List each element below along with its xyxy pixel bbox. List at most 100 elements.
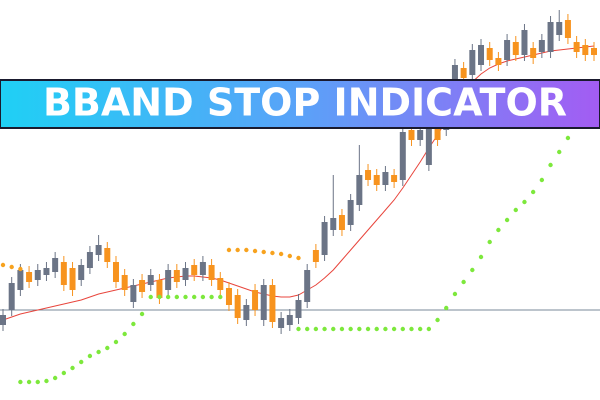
stop-dot (139, 311, 145, 317)
stop-dot (96, 349, 101, 355)
stop-dot (226, 247, 232, 253)
candle-body (295, 300, 302, 318)
stop-dot (470, 267, 475, 273)
stop-dot (18, 266, 23, 272)
candle-body (486, 48, 493, 60)
stop-dot (539, 177, 545, 183)
stop-dot (444, 305, 449, 311)
candle-body (69, 268, 76, 290)
candle-body (521, 30, 528, 55)
stop-dot (174, 294, 180, 300)
candle-body (304, 270, 311, 302)
stop-dot (461, 279, 466, 285)
stop-dot (9, 264, 14, 270)
candle-body (173, 270, 180, 282)
candle-body (252, 290, 259, 310)
candle-body (139, 280, 146, 292)
stop-dot (548, 162, 553, 168)
candle-body (408, 130, 415, 140)
stop-dot (417, 326, 423, 332)
stop-dot (218, 294, 223, 300)
stop-dot (52, 375, 58, 381)
stop-dot (270, 250, 275, 256)
candle-body (225, 288, 232, 305)
candle-body (373, 175, 380, 185)
candle-body (34, 270, 41, 280)
candle-body (156, 280, 163, 298)
stop-dot (235, 247, 240, 253)
stop-dot (487, 239, 492, 245)
stop-dot (478, 254, 484, 260)
candle-body (365, 170, 372, 180)
stop-dot (391, 326, 397, 332)
stop-dot (105, 345, 110, 351)
stop-dot (296, 326, 301, 332)
candle-body (495, 58, 502, 65)
stop-dot (122, 331, 127, 337)
candle-body (269, 285, 276, 322)
candle-body (547, 22, 554, 52)
candle-body (312, 250, 319, 262)
candle-body (582, 45, 589, 55)
stop-dot (557, 149, 562, 155)
candle-body (112, 262, 119, 282)
candle-body (573, 42, 580, 52)
stop-dot (357, 326, 362, 332)
stop-dot (148, 294, 153, 300)
candle-body (17, 270, 24, 290)
stop-dot (183, 294, 188, 300)
candle-body (564, 20, 571, 38)
candle-body (52, 258, 59, 272)
stop-dot (452, 291, 458, 297)
candle-body (591, 48, 597, 55)
stop-dot (426, 326, 432, 332)
candle-body (330, 218, 337, 230)
stop-dot (252, 248, 258, 254)
stop-dot (313, 326, 319, 332)
stop-dot (192, 294, 197, 300)
candle-body (147, 275, 154, 285)
candle-body (460, 68, 467, 78)
stop-dot (383, 326, 388, 332)
stop-dot (565, 135, 571, 141)
stop-dot (287, 253, 293, 259)
stop-dot (522, 199, 527, 205)
candle-body (260, 285, 267, 320)
stop-dot (496, 227, 501, 233)
stop-dot (87, 353, 93, 359)
candle-body (530, 48, 537, 58)
candle-body (86, 252, 93, 268)
stop-dot (348, 326, 353, 332)
stop-dot (0, 262, 6, 268)
stop-dot (79, 359, 84, 365)
candle-body (391, 175, 398, 182)
stop-dot (70, 365, 75, 371)
stop-dot (26, 379, 32, 385)
stop-dot (374, 326, 379, 332)
stop-dot (209, 294, 214, 300)
candle-body (469, 50, 476, 75)
candle-body (556, 22, 563, 35)
candle-body (191, 265, 198, 275)
stop-dot (113, 339, 119, 345)
stop-dot (339, 326, 345, 332)
candle-body (347, 200, 354, 225)
candle-body (0, 315, 6, 325)
stop-dot (278, 251, 284, 257)
stop-dot (61, 370, 67, 376)
candle-body (26, 272, 33, 282)
candle-body (43, 268, 50, 275)
candle-body (538, 40, 545, 52)
candle-body (278, 318, 285, 328)
stop-dot (435, 317, 440, 323)
candle-body (434, 128, 441, 140)
stop-dot (365, 326, 371, 332)
candle-body (130, 285, 137, 302)
candle-body (338, 215, 345, 230)
candle-body (478, 45, 485, 65)
candle-body (104, 248, 111, 262)
candle-body (417, 130, 424, 140)
stop-dot (322, 326, 327, 332)
candle-body (217, 278, 224, 290)
